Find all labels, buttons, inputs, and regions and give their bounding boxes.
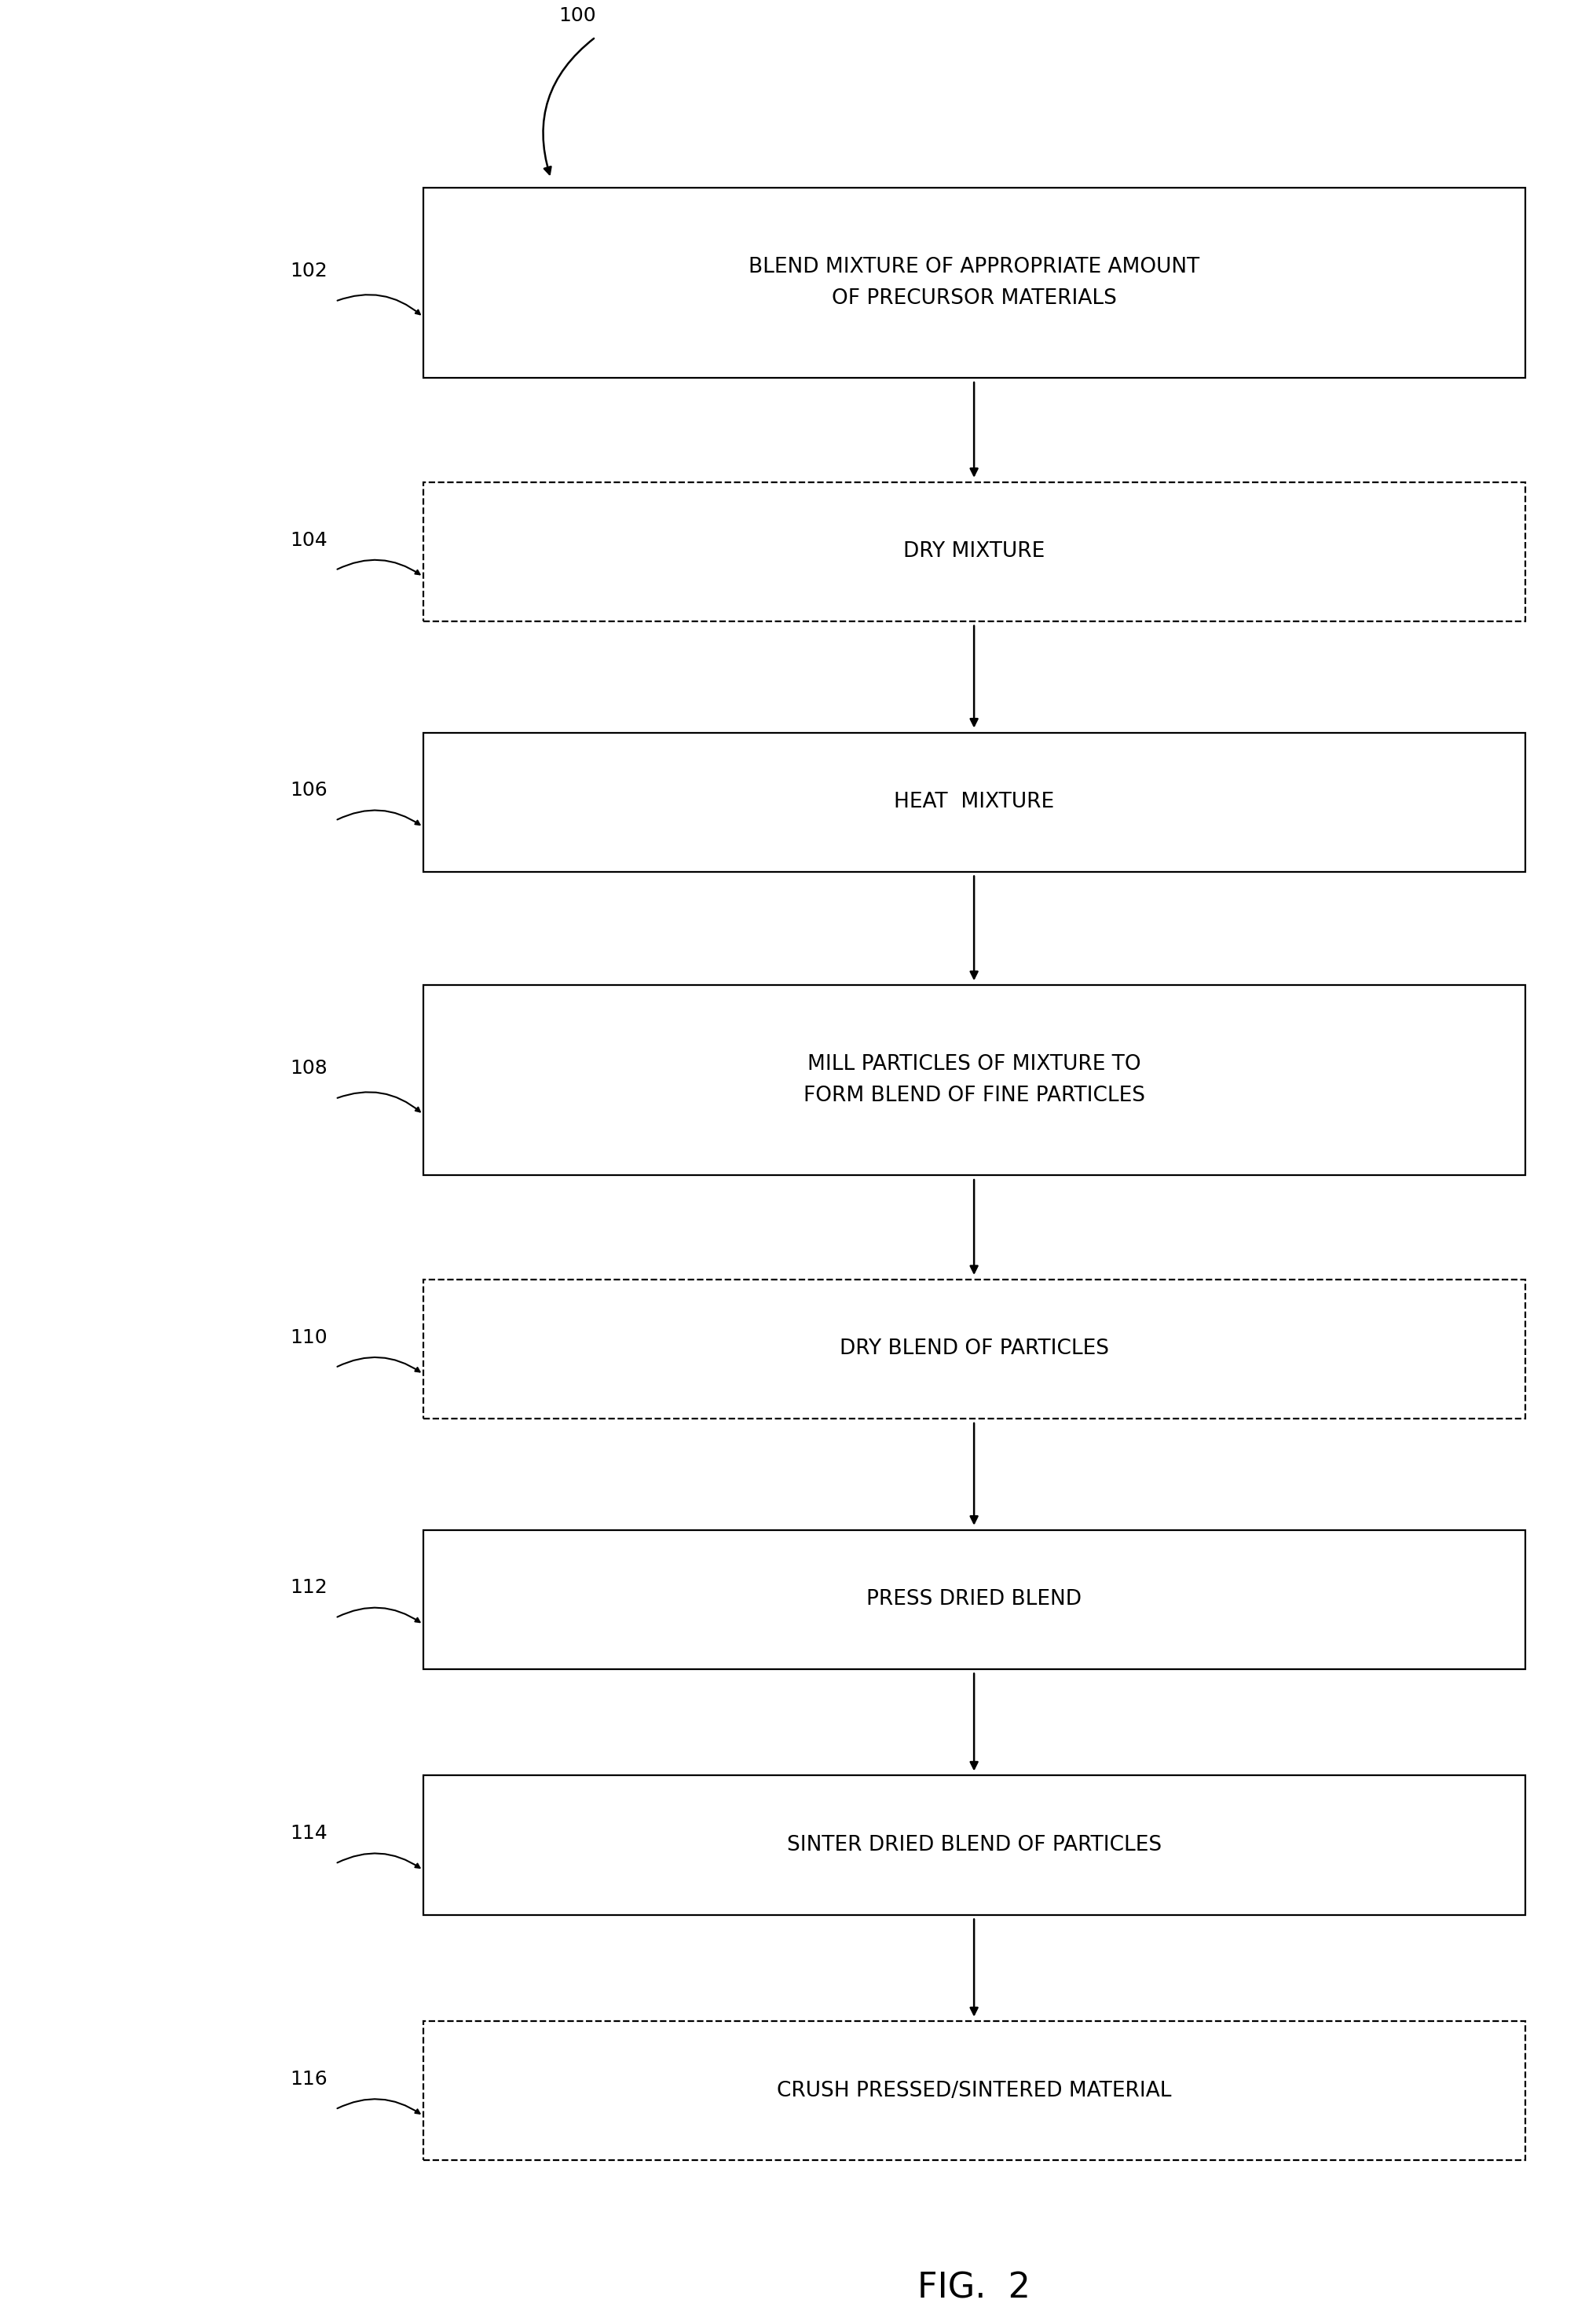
Text: FIG.  2: FIG. 2 (918, 2272, 1029, 2304)
Bar (423, 1776, 1524, 1915)
Text: 114: 114 (290, 1824, 327, 1843)
Text: 106: 106 (290, 781, 327, 800)
Text: SINTER DRIED BLEND OF PARTICLES: SINTER DRIED BLEND OF PARTICLES (787, 1836, 1160, 1854)
Bar (423, 482, 1524, 621)
Bar (423, 188, 1524, 378)
Bar (423, 2021, 1524, 2160)
Text: DRY MIXTURE: DRY MIXTURE (903, 542, 1044, 561)
Text: 100: 100 (559, 7, 595, 25)
Text: 110: 110 (290, 1328, 327, 1347)
Text: BLEND MIXTURE OF APPROPRIATE AMOUNT
OF PRECURSOR MATERIALS: BLEND MIXTURE OF APPROPRIATE AMOUNT OF P… (749, 257, 1199, 308)
Text: 104: 104 (290, 531, 327, 549)
Text: 108: 108 (290, 1059, 327, 1078)
Text: HEAT  MIXTURE: HEAT MIXTURE (894, 793, 1053, 811)
Text: PRESS DRIED BLEND: PRESS DRIED BLEND (867, 1590, 1080, 1609)
Text: 112: 112 (290, 1579, 327, 1597)
Bar (423, 732, 1524, 872)
Text: 116: 116 (290, 2070, 327, 2089)
Text: 102: 102 (290, 262, 327, 280)
Bar (423, 1280, 1524, 1419)
Bar (423, 985, 1524, 1175)
Text: CRUSH PRESSED/SINTERED MATERIAL: CRUSH PRESSED/SINTERED MATERIAL (776, 2082, 1171, 2100)
Text: DRY BLEND OF PARTICLES: DRY BLEND OF PARTICLES (839, 1340, 1108, 1358)
Text: MILL PARTICLES OF MIXTURE TO
FORM BLEND OF FINE PARTICLES: MILL PARTICLES OF MIXTURE TO FORM BLEND … (803, 1055, 1144, 1106)
Bar (423, 1530, 1524, 1669)
